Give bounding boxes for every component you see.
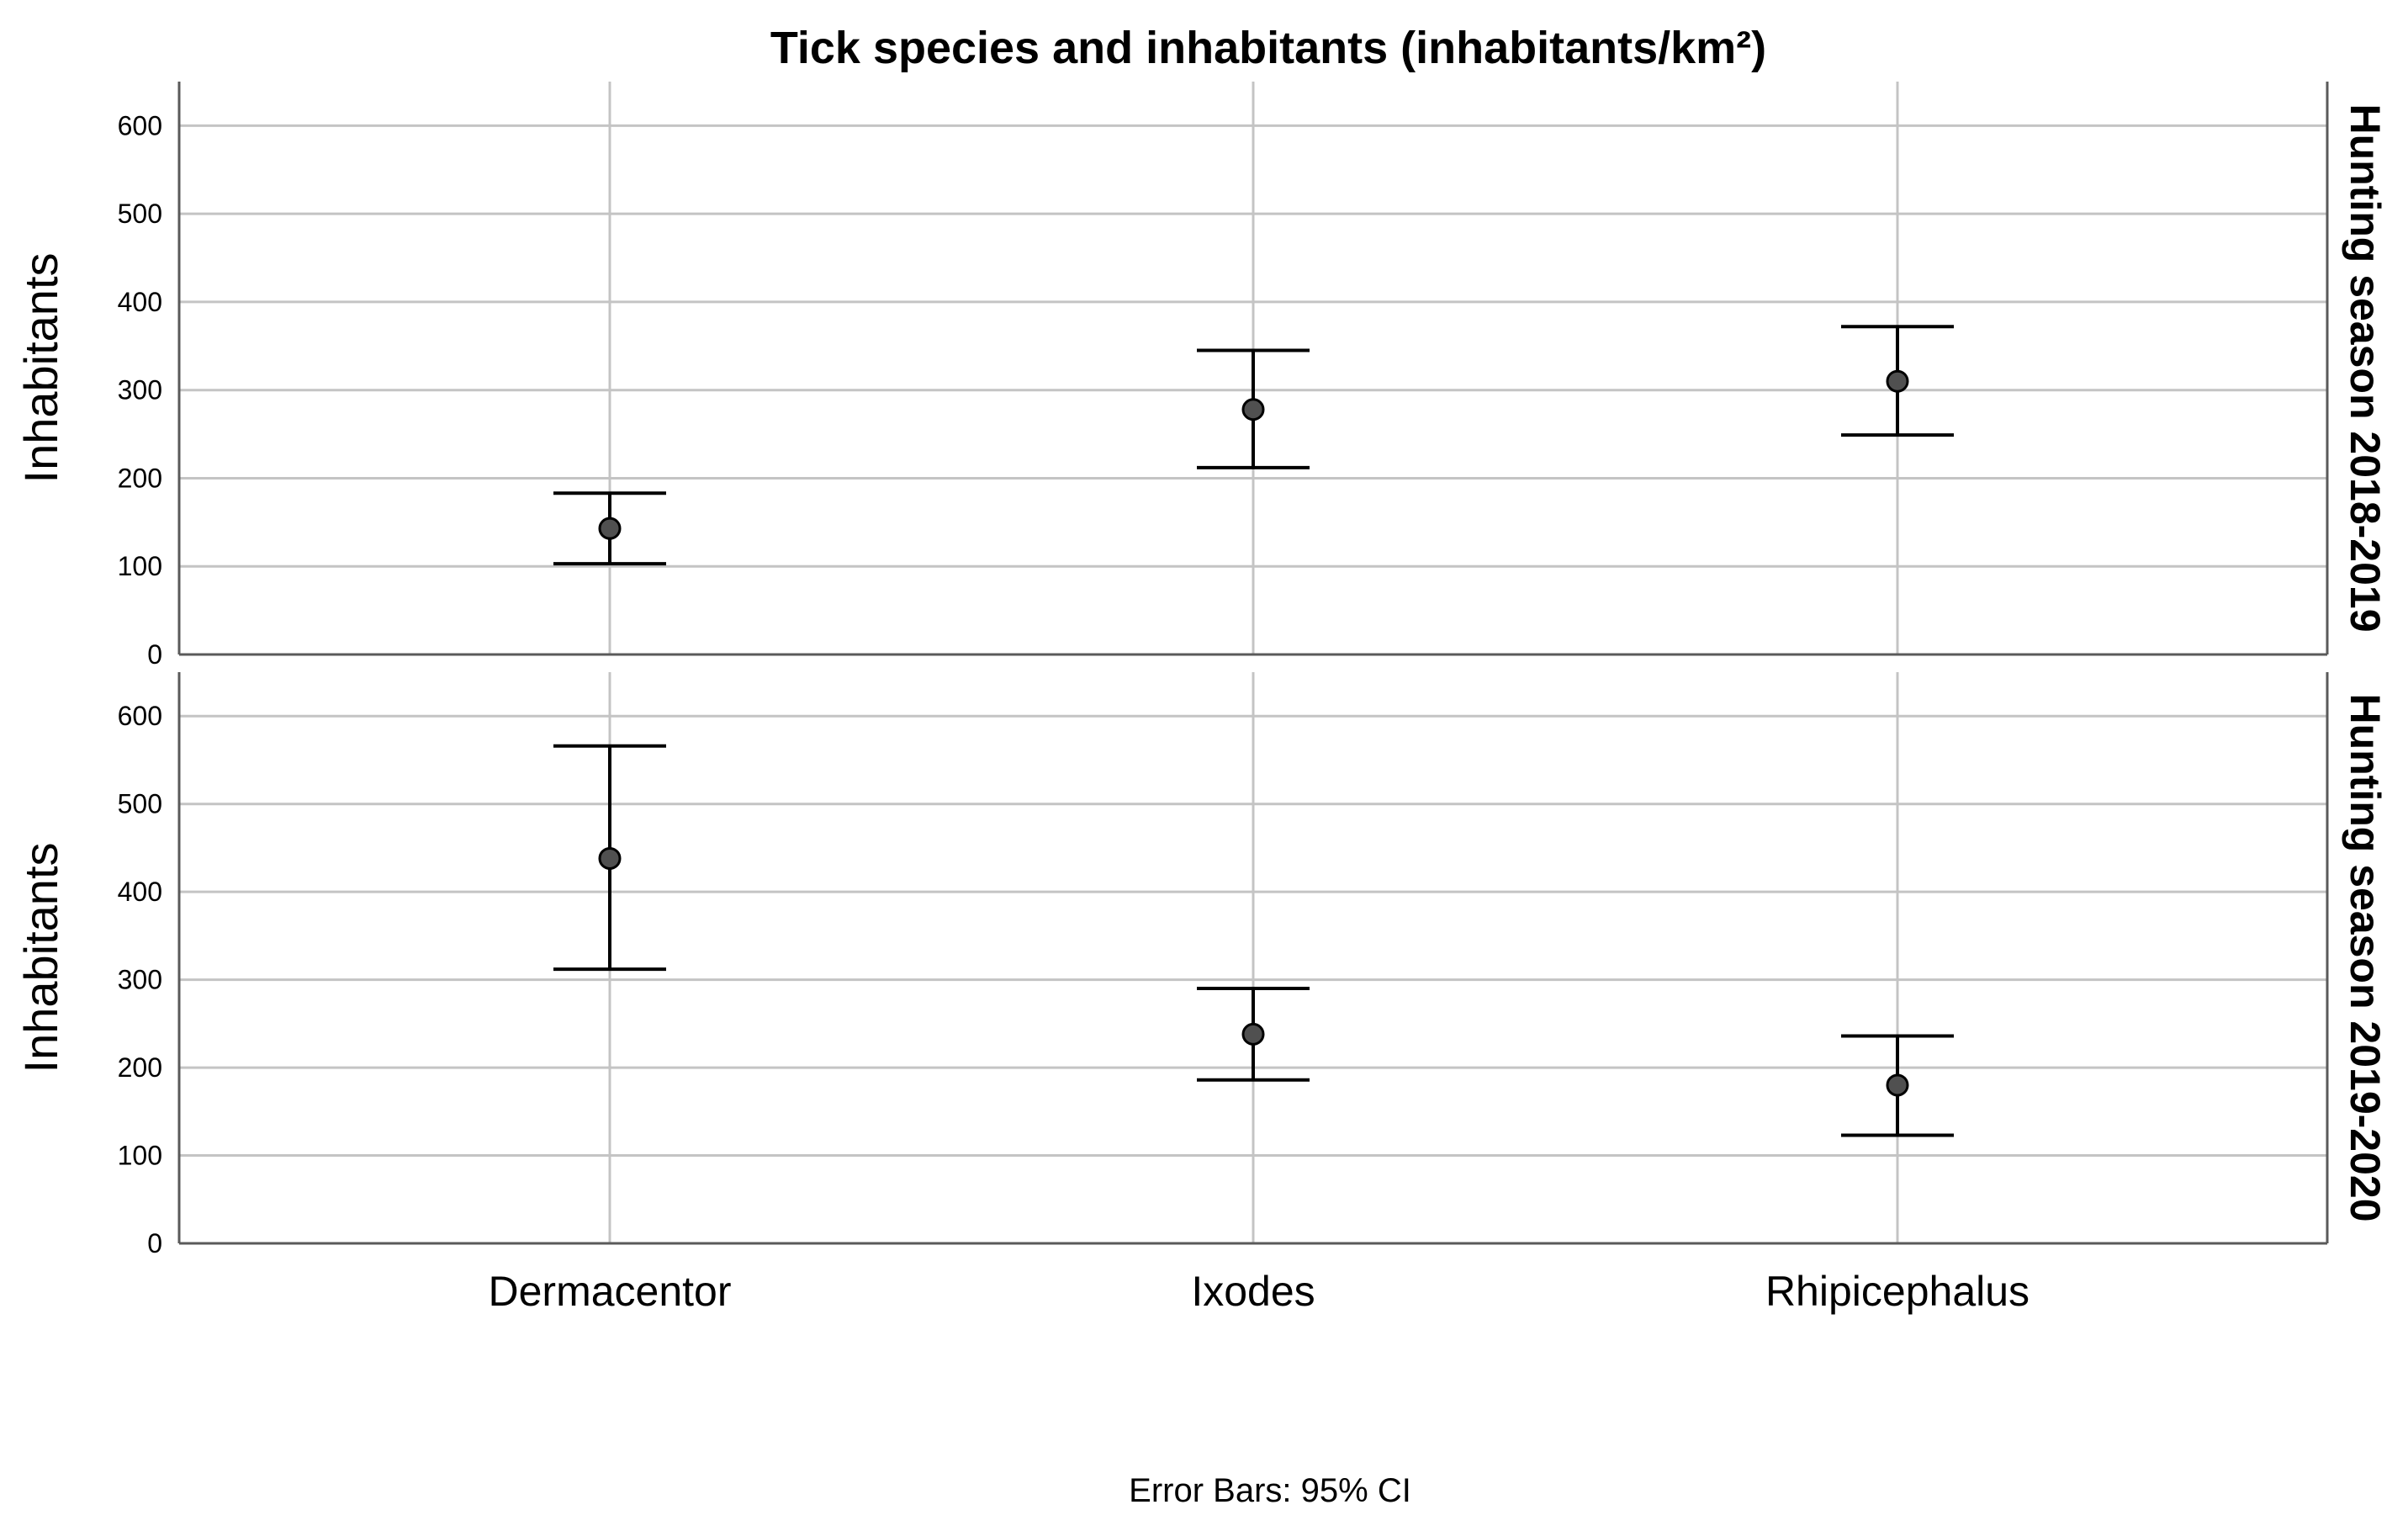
panels: 0 100 200 300 400 500 600 Inhabitants Hunting se… <box>14 82 2389 1258</box>
y-tick-label: 500 <box>118 789 162 819</box>
chart-title: Tick species and inhabitants (inhabitant… <box>770 23 1766 73</box>
mean-point <box>1241 398 1265 421</box>
x-tick-label: Rhipicephalus <box>1765 1268 2030 1315</box>
mean-point <box>598 846 622 870</box>
mean-point <box>1241 1022 1265 1046</box>
error-bar-ixodes <box>1197 348 1310 469</box>
y-tick-label: 600 <box>118 701 162 731</box>
x-tick-label: Dermacentor <box>489 1268 732 1315</box>
x-tick-label: Ixodes <box>1191 1268 1315 1315</box>
error-bar-rhipicephalus <box>1841 325 1954 437</box>
mean-point <box>598 517 622 540</box>
x-tick-labels: Dermacentor Ixodes Rhipicephalus <box>489 1268 2030 1315</box>
facet-label: Hunting season 2019-2020 <box>2342 693 2389 1221</box>
error-bar-dermacentor <box>553 744 666 972</box>
y-axis-label: Inhabitants <box>14 843 67 1073</box>
y-tick-label: 200 <box>118 463 162 493</box>
y-tick-label: 100 <box>118 1141 162 1171</box>
y-tick-label: 200 <box>118 1052 162 1083</box>
y-tick-label: 300 <box>118 375 162 405</box>
y-tick-label: 400 <box>118 287 162 317</box>
panel-1: 0 100 200 300 400 500 600 Inhabitants Hunting se… <box>14 82 2389 670</box>
y-tick-label: 600 <box>118 110 162 140</box>
y-tick-label: 400 <box>118 877 162 907</box>
mean-point <box>1886 1073 1909 1097</box>
facet-label: Hunting season 2018-2019 <box>2342 103 2389 632</box>
footnote: Error Bars: 95% CI <box>1129 1472 1411 1509</box>
panel-2: 0 100 200 300 400 500 600 Inhabitants Hunting se… <box>14 672 2389 1258</box>
y-tick-label: 100 <box>118 551 162 581</box>
y-tick-label: 0 <box>147 639 162 670</box>
y-axis-label: Inhabitants <box>14 253 67 484</box>
y-tick-label: 300 <box>118 965 162 995</box>
error-bar-dermacentor <box>553 491 666 566</box>
error-bar-ixodes <box>1197 987 1310 1082</box>
y-tick-label: 500 <box>118 199 162 229</box>
y-tick-label: 0 <box>147 1228 162 1258</box>
error-bar-rhipicephalus <box>1841 1034 1954 1137</box>
mean-point <box>1886 369 1909 393</box>
